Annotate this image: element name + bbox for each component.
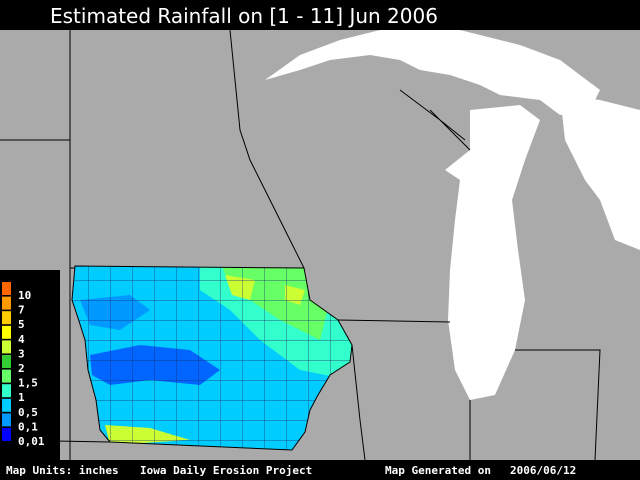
county-lines — [72, 266, 352, 450]
legend-label: 3 — [18, 347, 25, 360]
lake-superior — [265, 30, 600, 115]
map-units: Map Units: inches — [6, 464, 119, 477]
legend-label: 0,1 — [18, 420, 38, 433]
legend-swatch — [2, 428, 11, 441]
legend-label: 7 — [18, 304, 25, 317]
legend-swatch — [2, 340, 11, 354]
legend-swatch — [2, 398, 11, 412]
generated-label: Map Generated on — [385, 464, 491, 477]
legend-swatch — [2, 325, 11, 339]
legend-swatch — [2, 384, 11, 398]
legend-swatch — [2, 282, 11, 295]
title-bar — [0, 0, 640, 30]
legend-label: 0,5 — [18, 406, 38, 419]
legend-swatch — [2, 413, 11, 427]
iowa-border — [71, 265, 353, 451]
legend: 10 75 43 2 1,51 0,50,1 0,01 — [2, 282, 45, 448]
legend-label: 4 — [18, 333, 25, 346]
project-name: Iowa Daily Erosion Project — [140, 464, 312, 477]
legend-label: 1,5 — [18, 377, 38, 390]
legend-label: 0,01 — [18, 435, 45, 448]
generated-date: 2006/06/12 — [510, 464, 576, 477]
map-title: Estimated Rainfall on [1 - 11] Jun 2006 — [50, 4, 438, 28]
legend-label: 5 — [18, 318, 25, 331]
legend-label: 2 — [18, 362, 25, 375]
state-border — [229, 29, 305, 269]
legend-swatch — [2, 369, 11, 383]
footer-bar — [0, 460, 640, 480]
lake-huron — [560, 95, 640, 250]
lake-michigan — [445, 105, 540, 400]
legend-label: 1 — [18, 391, 25, 404]
legend-label: 10 — [18, 289, 31, 302]
state-border — [337, 319, 451, 323]
legend-swatch — [2, 355, 11, 368]
legend-swatch — [2, 296, 11, 310]
state-border — [351, 344, 366, 461]
state-border — [399, 89, 471, 151]
legend-swatch — [2, 311, 11, 325]
state-border — [469, 349, 601, 461]
